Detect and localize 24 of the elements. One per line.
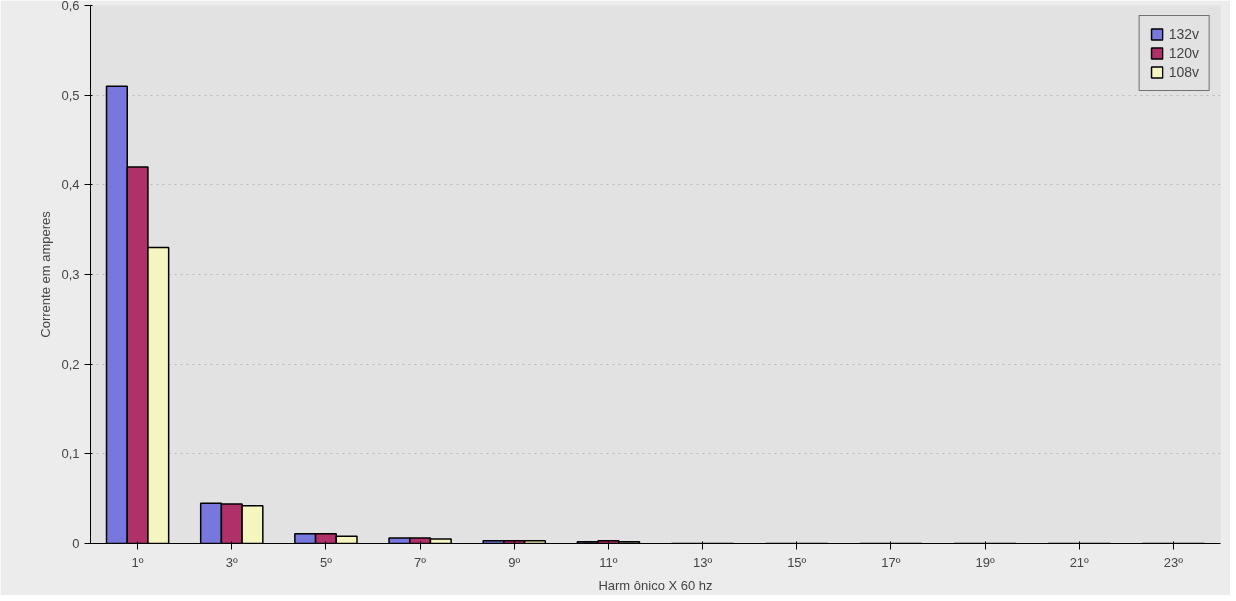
x-tick-label: 15º [787, 554, 807, 570]
x-tick-label: 5º [319, 554, 333, 570]
legend-label: 108v [1168, 64, 1199, 80]
x-tick-label: 21º [1069, 554, 1090, 570]
legend-label: 120v [1168, 45, 1199, 61]
x-tick-label: 9º [508, 554, 521, 570]
x-tick-label: 1º [131, 554, 144, 570]
y-tick-label: 0,6 [61, 0, 80, 13]
x-tick-label: 7º [414, 554, 427, 570]
x-tick-label: 17º [881, 554, 901, 570]
y-tick-label: 0,4 [61, 177, 80, 193]
y-tick-label: 0,3 [61, 267, 80, 282]
x-tick-label: 3º [225, 554, 238, 570]
x-tick-label: 13º [692, 554, 713, 570]
legend-label: 132v [1168, 26, 1199, 42]
y-tick-label: 0,2 [61, 356, 80, 372]
y-tick-label: 0,1 [61, 446, 80, 462]
x-tick-label: 11º [599, 554, 618, 570]
y-tick-label: 0,5 [61, 87, 80, 103]
x-tick-label: 23º [1163, 554, 1184, 570]
y-tick-label: 0 [72, 536, 80, 551]
x-axis-title: Harm ônico X 60 hz [598, 577, 713, 593]
y-axis-title: Corrente em amperes [38, 210, 54, 338]
x-tick-label: 19º [975, 554, 995, 570]
